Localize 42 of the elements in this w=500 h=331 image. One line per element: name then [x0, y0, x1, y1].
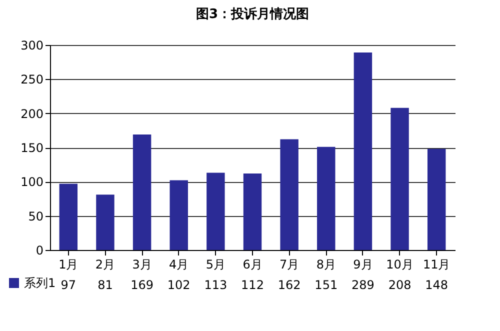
data-label: 113 [204, 278, 228, 292]
data-label: 289 [352, 278, 374, 292]
bar [354, 52, 372, 250]
data-label: 81 [98, 278, 113, 292]
x-tick-label: 11月 [422, 258, 450, 272]
bar [243, 173, 262, 250]
x-tick-label: 10月 [386, 258, 414, 272]
bar [206, 172, 225, 250]
y-tick-label: 150 [20, 141, 44, 155]
data-label: 151 [314, 278, 338, 292]
x-tick-label: 6月 [242, 258, 262, 272]
bar [132, 134, 152, 250]
x-tick-label: 9月 [353, 258, 373, 272]
bar [427, 148, 446, 250]
y-tick-label: 200 [20, 106, 44, 121]
bar [280, 139, 298, 250]
x-tick-label: 4月 [169, 258, 189, 272]
legend-label: 系列1 [24, 276, 56, 290]
data-label: 102 [167, 278, 190, 292]
y-tick-label: 250 [20, 72, 44, 87]
x-tick-label: 3月 [132, 258, 152, 272]
data-label: 97 [60, 278, 76, 292]
x-tick-label: 8月 [316, 258, 336, 272]
data-label: 112 [241, 278, 264, 292]
x-tick-label: 7月 [280, 258, 300, 272]
y-tick-label: 100 [20, 175, 44, 190]
y-tick-label: 300 [20, 38, 44, 52]
bar [59, 184, 78, 250]
data-label: 169 [130, 278, 154, 292]
x-tick-label: 2月 [95, 258, 116, 272]
x-tick-label: 5月 [206, 258, 226, 272]
bar [390, 108, 409, 250]
y-tick-label: 0 [36, 244, 44, 258]
bar [96, 194, 114, 250]
data-label: 162 [278, 278, 301, 292]
chart-title: 图3：投诉月情况图 [196, 6, 310, 22]
bar [170, 180, 188, 250]
data-label: 208 [388, 278, 412, 292]
bar [317, 146, 336, 250]
data-label: 148 [425, 278, 448, 292]
x-tick-label: 1月 [58, 258, 78, 272]
y-tick-label: 50 [28, 209, 44, 224]
